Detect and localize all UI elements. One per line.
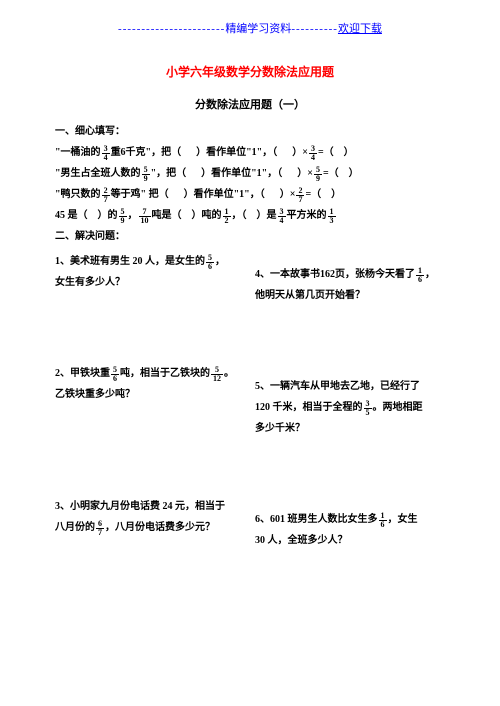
p3-a: 3、小明家九月份电话费 24 元，相当于 xyxy=(55,498,245,516)
p4-a: 4、一本故事书162页，张杨今天看了 xyxy=(255,269,415,280)
p1-a: 1、美术班有男生 20 人，是女生的 xyxy=(55,256,205,267)
page-header: -----------------------精编学习资料----------欢… xyxy=(0,0,500,36)
q3-c: ）看作单位"1"，（ xyxy=(184,189,265,200)
frac-7-10: 710 xyxy=(139,208,151,225)
q4-d: 吨是（ xyxy=(152,210,182,221)
sub-title: 分数除法应用题（一） xyxy=(55,96,445,116)
q1-c: ）看作单位"1"，（ xyxy=(196,147,277,158)
q1-e: =（ xyxy=(318,147,334,158)
p5-d: 多少千米？ xyxy=(255,420,445,438)
p1-c: 女生有多少人？ xyxy=(55,274,245,292)
q3-b: 等于鸡" 把（ xyxy=(111,189,169,200)
p5-b: 120 千米，相当于全程的 xyxy=(255,402,363,413)
header-right-text: 欢迎下载 xyxy=(338,23,382,35)
frac-2-7b: 27 xyxy=(296,187,304,204)
q2-a: "男生占全班人数的 xyxy=(55,168,141,179)
problem-3: 3、小明家九月份电话费 24 元，相当于 八月份的67，八月份电话费多少元？ xyxy=(55,495,245,553)
q3-e: =（ xyxy=(305,189,321,200)
problem-1: 1、美术班有男生 20 人，是女生的56， 女生有多少人？ xyxy=(55,250,245,308)
fill-q1: "一桶油的34重6千克"，把（ ）看作单位"1"，（ ）×34=（ ） xyxy=(55,144,445,162)
frac-1-6: 16 xyxy=(416,267,424,284)
page-content: 小学六年级数学分数除法应用题 分数除法应用题（一） 一、细心填写： "一桶油的3… xyxy=(0,36,500,553)
q3-d: ）× xyxy=(280,189,296,200)
q1-b: 重6千克"，把（ xyxy=(111,147,182,158)
frac-1-2: 12 xyxy=(223,208,231,225)
frac-5-9c: 59 xyxy=(119,208,127,225)
problem-2: 2、甲铁块重56吨，相当于乙铁块的512。 乙铁块重多少吨？ xyxy=(55,362,245,441)
p2-a: 2、甲铁块重 xyxy=(55,368,110,379)
q4-f: ，（ xyxy=(232,210,247,221)
p4-c: 他明天从第几页开始看？ xyxy=(255,287,445,305)
p3-b: 八月份的 xyxy=(55,522,95,533)
q2-d: ）× xyxy=(297,168,313,179)
q2-f: ） xyxy=(349,168,359,179)
p6-a: 6、601 班男生人数比女生多 xyxy=(255,514,378,525)
q4-h: 平方米的 xyxy=(287,210,327,221)
q2-c: ）看作单位"1"，（ xyxy=(201,168,282,179)
dash-mid: ---------- xyxy=(291,23,338,35)
p5-a: 5、一辆汽车从甲地去乙地，已经行了 xyxy=(255,378,445,396)
p2-c: 。 xyxy=(224,368,234,379)
q3-f: ） xyxy=(331,189,341,200)
p4-b: ， xyxy=(425,269,435,280)
q2-b: "，把（ xyxy=(151,168,187,179)
frac-5-9b: 59 xyxy=(314,166,322,183)
frac-5-12: 512 xyxy=(211,366,223,383)
p3-c: ，八月份电话费多少元？ xyxy=(105,522,215,533)
q1-a: "一桶油的 xyxy=(55,147,101,158)
section-1-label: 一、细心填写： xyxy=(55,123,445,141)
problem-5: 5、一辆汽车从甲地去乙地，已经行了 120 千米，相当于全程的35。两地相距 多… xyxy=(255,362,445,441)
fill-q4: 45 是（ ）的59，710吨是（ ）吨的12，（ ）是34平方米的13 xyxy=(55,207,445,225)
q1-d: ）× xyxy=(292,147,308,158)
p2-d: 乙铁块重多少吨？ xyxy=(55,386,245,404)
fill-q2: "男生占全班人数的59"，把（ ）看作单位"1"，（ ）×59=（ ） xyxy=(55,165,445,183)
q2-e: =（ xyxy=(323,168,339,179)
q1-f: ） xyxy=(344,147,354,158)
frac-1-3: 13 xyxy=(328,208,336,225)
frac-5-6b: 56 xyxy=(111,366,119,383)
p6-c: 30 人，全班多少人？ xyxy=(255,532,445,550)
p2-b: 吨，相当于乙铁块的 xyxy=(120,368,210,379)
q4-b: ）的 xyxy=(98,210,118,221)
q4-c: ， xyxy=(128,210,138,221)
frac-5-9: 59 xyxy=(142,166,150,183)
dash-left: ----------------------- xyxy=(118,23,225,35)
row-1-4: 1、美术班有男生 20 人，是女生的56， 女生有多少人？ 4、一本故事书162… xyxy=(55,250,445,308)
frac-2-7: 27 xyxy=(102,187,110,204)
frac-3-4: 34 xyxy=(102,145,110,162)
q4-g: ）是 xyxy=(257,210,277,221)
main-title: 小学六年级数学分数除法应用题 xyxy=(55,62,445,84)
problem-4: 4、一本故事书162页，张杨今天看了16， 他明天从第几页开始看？ xyxy=(255,250,445,308)
frac-3-5: 35 xyxy=(364,400,372,417)
row-2-5: 2、甲铁块重56吨，相当于乙铁块的512。 乙铁块重多少吨？ 5、一辆汽车从甲地… xyxy=(55,362,445,441)
q4-a: 45 是（ xyxy=(55,210,88,221)
frac-3-4c: 34 xyxy=(278,208,286,225)
frac-5-6: 56 xyxy=(206,254,214,271)
fill-q3: "鸭只数的27等于鸡" 把（ ）看作单位"1"，（ ）×27=（ ） xyxy=(55,186,445,204)
section-2-label: 二、解决问题： xyxy=(55,228,445,246)
p1-b: ， xyxy=(215,256,225,267)
frac-3-4b: 34 xyxy=(309,145,317,162)
row-3-6: 3、小明家九月份电话费 24 元，相当于 八月份的67，八月份电话费多少元？ 6… xyxy=(55,495,445,553)
header-left-text: 精编学习资料 xyxy=(225,23,291,35)
p5-c: 。两地相距 xyxy=(373,402,423,413)
frac-1-6b: 16 xyxy=(379,512,387,529)
problem-6: 6、601 班男生人数比女生多16，女生 30 人，全班多少人？ xyxy=(255,495,445,553)
frac-6-7: 67 xyxy=(96,520,104,537)
p6-b: ，女生 xyxy=(388,514,418,525)
q3-a: "鸭只数的 xyxy=(55,189,101,200)
q4-e: ）吨的 xyxy=(192,210,222,221)
